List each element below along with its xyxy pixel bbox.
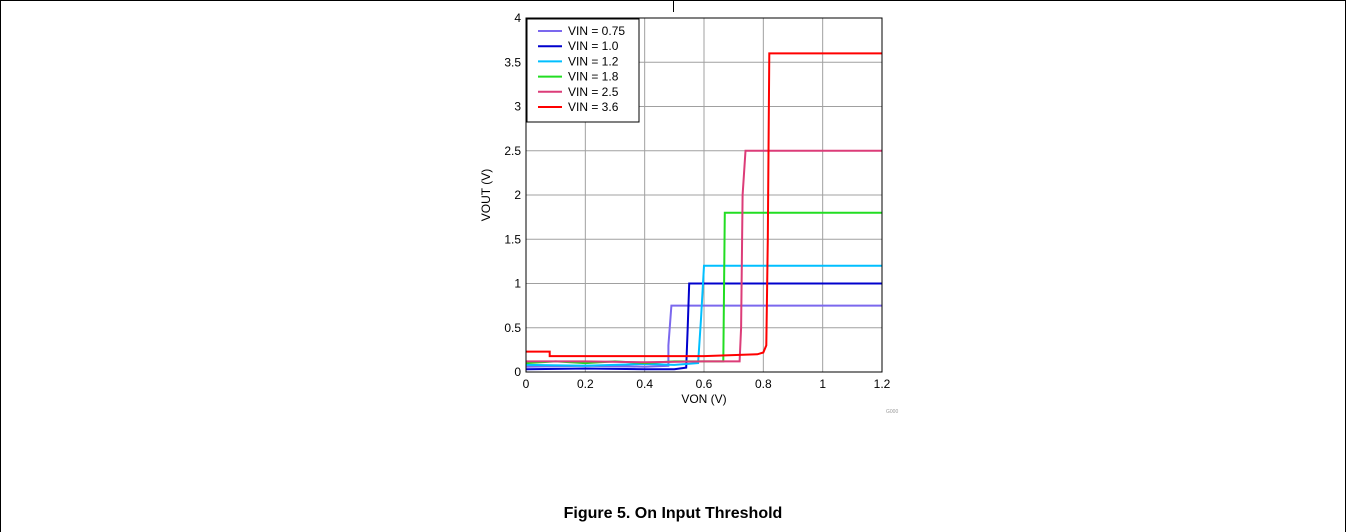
y-axis-title: VOUT (V) (479, 169, 493, 221)
y-tick-label: 3.5 (504, 55, 521, 69)
y-tick-label: 1 (514, 277, 521, 291)
x-tick-label: 0.2 (577, 377, 594, 391)
x-tick-label: 0.8 (755, 377, 772, 391)
series-lines (525, 52, 882, 371)
series-line (526, 52, 882, 358)
plot-frame (525, 17, 883, 373)
y-tick-label: 4 (514, 11, 521, 25)
series-line (526, 149, 882, 364)
x-tick-label: 0.6 (696, 377, 713, 391)
y-tick-label: 0 (514, 365, 521, 379)
legend-label: VIN = 3.6 (568, 100, 619, 114)
legend-box (526, 18, 640, 123)
y-tick-label: 3 (514, 100, 521, 114)
figure-code: G000 (886, 409, 898, 415)
x-tick-label: 1.2 (874, 377, 891, 391)
x-tick-label: 0 (523, 377, 530, 391)
y-tick-label: 0.5 (504, 321, 521, 335)
legend-label: VIN = 1.0 (568, 39, 619, 53)
legend-label: VIN = 2.5 (568, 85, 619, 99)
y-tick-label: 2 (514, 188, 521, 202)
y-tick-label: 2.5 (504, 144, 521, 158)
legend-label: VIN = 0.75 (568, 24, 625, 38)
tick-labels: 0 0.2 0.4 0.6 0.8 1 1.2 0 0.5 1 1.5 2 2.5 3 3.5 4 (504, 11, 890, 391)
x-tick-label: 0.4 (636, 377, 653, 391)
legend-label: VIN = 1.8 (568, 70, 619, 84)
y-tick-label: 1.5 (504, 232, 521, 246)
series-line (525, 264, 882, 367)
figure-caption: Figure 5. On Input Threshold (563, 505, 783, 522)
series-line (525, 282, 882, 371)
x-axis-title: VON (V) (681, 392, 726, 406)
x-tick-label: 1 (819, 377, 826, 391)
legend-label: VIN = 1.2 (568, 54, 619, 68)
